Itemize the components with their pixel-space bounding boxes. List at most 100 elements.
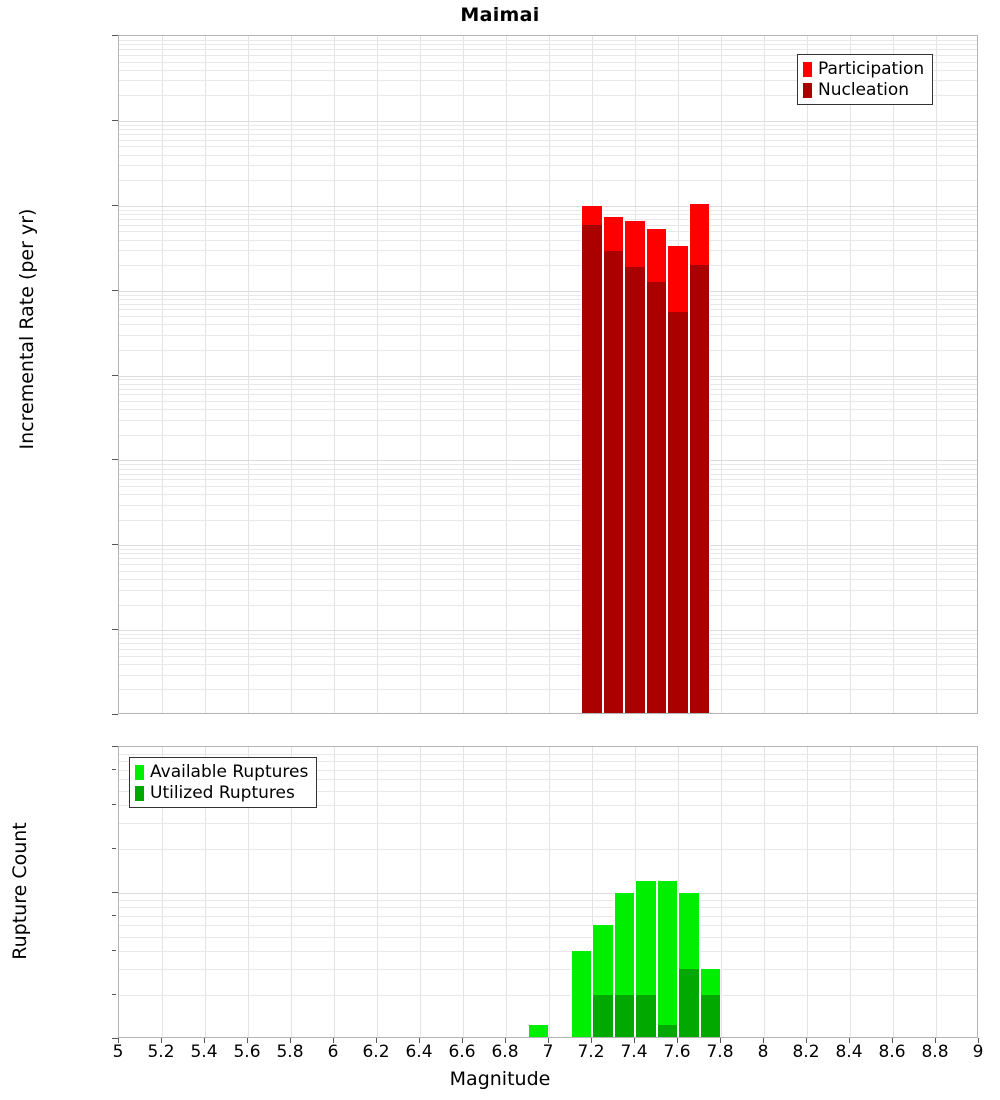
gridline-vertical [205, 747, 206, 1037]
gridline-vertical [506, 36, 507, 713]
gridline-minor [119, 154, 977, 156]
gridline-vertical [162, 747, 163, 1037]
gridline-minor [119, 69, 977, 71]
gridline-minor [119, 139, 977, 141]
x-tick-mark [849, 1038, 850, 1043]
x-tick-mark [290, 1038, 291, 1043]
gridline-vertical [506, 747, 507, 1037]
gridline-minor [119, 80, 977, 82]
gridline-minor [119, 570, 977, 572]
x-tick-mark [806, 1038, 807, 1043]
x-tick-label: 7.6 [663, 1042, 691, 1062]
y-tick-mark [112, 374, 118, 376]
bar-available-ruptures [527, 1025, 549, 1037]
x-tick-label: 7.2 [577, 1042, 605, 1062]
gridline-minor [119, 383, 977, 385]
gridline-minor [119, 485, 977, 487]
gridline-vertical [850, 36, 851, 713]
gridline-minor [119, 663, 977, 665]
y-tick-mark [112, 289, 118, 291]
gridline-minor [119, 604, 977, 606]
x-tick-mark [978, 1038, 979, 1043]
gridline-minor [119, 61, 977, 63]
gridline-major [119, 205, 977, 207]
x-tick-mark [634, 1038, 635, 1043]
x-tick-label: 6.6 [448, 1042, 476, 1062]
x-tick-mark [892, 1038, 893, 1043]
gridline-minor [119, 349, 977, 351]
x-tick-label: 5 [112, 1042, 124, 1062]
y-tick-mark [112, 848, 116, 850]
gridline-minor [119, 468, 977, 470]
gridline-vertical [721, 747, 722, 1037]
gridline-minor [119, 494, 977, 496]
bar-nucleation [667, 311, 689, 713]
gridline-vertical [893, 36, 894, 713]
gridline-minor [119, 146, 977, 148]
gridline-vertical [248, 36, 249, 713]
bar-available-ruptures [570, 951, 592, 1037]
legend-item-utilized-ruptures: Utilized Ruptures [135, 783, 308, 804]
gridline-major [119, 120, 977, 122]
nucleation-swatch-icon [803, 82, 812, 98]
plot-area-bottom [119, 747, 977, 1037]
gridline-vertical [420, 747, 421, 1037]
gridline-vertical [377, 747, 378, 1037]
gridline-vertical [549, 747, 550, 1037]
gridline-minor [119, 849, 977, 851]
gridline-vertical [764, 36, 765, 713]
gridline-minor [119, 209, 977, 211]
gridline-vertical [764, 747, 765, 1037]
legend-label-participation: Participation [818, 59, 925, 79]
y-tick-mark [112, 892, 118, 893]
x-tick-label: 8.4 [835, 1042, 863, 1062]
gridline-minor [119, 674, 977, 676]
gridline-minor [119, 899, 977, 901]
x-tick-label: 6.2 [362, 1042, 390, 1062]
gridline-minor [119, 303, 977, 305]
rupture-count-plot: Available Ruptures Utilized Ruptures [118, 746, 978, 1038]
gridline-major [119, 290, 977, 292]
gridline-minor [119, 180, 977, 182]
y-tick-mark [112, 204, 118, 206]
gridline-minor [119, 634, 977, 635]
gridline-minor [119, 915, 977, 917]
gridline-minor [119, 213, 977, 215]
x-tick-mark [548, 1038, 549, 1043]
x-tick-mark [333, 1038, 334, 1043]
gridline-minor [119, 823, 977, 825]
gridline-vertical [205, 36, 206, 713]
gridline-vertical [678, 747, 679, 1037]
gridline-minor [119, 769, 977, 771]
x-tick-mark [763, 1038, 764, 1043]
x-tick-label: 5.4 [190, 1042, 218, 1062]
y-tick-mark [112, 119, 118, 121]
x-tick-label: 7 [542, 1042, 554, 1062]
bar-utilized-ruptures [635, 995, 657, 1037]
bar-nucleation [624, 266, 646, 713]
x-tick-mark [591, 1038, 592, 1043]
gridline-vertical [807, 747, 808, 1037]
gridline-vertical [420, 36, 421, 713]
x-tick-mark [204, 1038, 205, 1043]
x-tick-mark [720, 1038, 721, 1043]
x-tick-label: 5.8 [276, 1042, 304, 1062]
gridline-vertical [592, 747, 593, 1037]
legend-label-utilized-ruptures: Utilized Ruptures [150, 782, 295, 803]
gridline-minor [119, 250, 977, 252]
y-axis-ticks-bottom: 102742101742100 [0, 0, 118, 1100]
y-tick-mark [112, 714, 118, 715]
gridline-minor [119, 44, 977, 46]
gridline-minor [119, 95, 977, 97]
gridline-minor [119, 638, 977, 640]
gridline-minor [119, 504, 977, 506]
gridline-minor [119, 564, 977, 566]
y-tick-mark [112, 35, 118, 36]
gridline-minor [119, 643, 977, 645]
gridline-vertical [377, 36, 378, 713]
gridline-major [119, 630, 977, 632]
gridline-minor [119, 294, 977, 296]
y-axis-title-top: Incremental Rate (per yr) [16, 208, 38, 450]
incremental-rate-plot: Participation Nucleation [118, 35, 978, 714]
